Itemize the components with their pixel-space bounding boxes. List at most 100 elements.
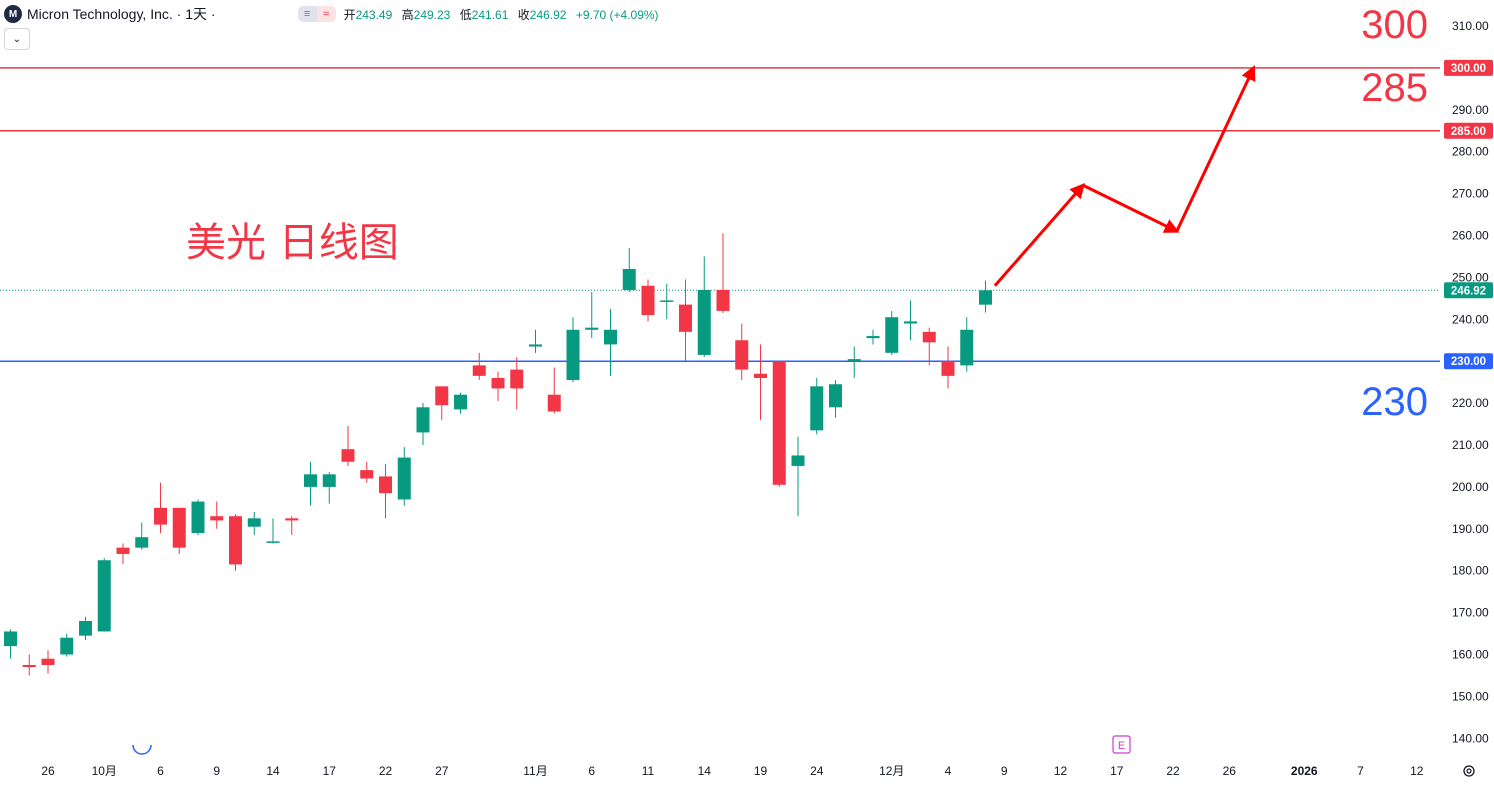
candle — [679, 279, 692, 362]
projection-arrow — [993, 182, 1085, 287]
gear-icon — [1463, 765, 1475, 777]
candle — [641, 279, 655, 322]
candle-body — [735, 340, 749, 370]
close-value: 246.92 — [529, 7, 567, 22]
price-tag: 246.92 — [1444, 282, 1493, 299]
candle — [885, 310, 899, 355]
candle-body — [154, 507, 167, 525]
price-tag-box — [1444, 122, 1493, 139]
x-tick-label: 14 — [266, 764, 280, 778]
y-tick-label: 290.00 — [1452, 103, 1489, 117]
level-label-285: 285 — [1361, 66, 1428, 110]
candle-body — [585, 327, 599, 330]
price-tag-box — [1444, 59, 1493, 76]
candle-body — [566, 329, 580, 381]
y-tick-label: 170.00 — [1452, 606, 1489, 620]
candle-body — [847, 359, 861, 362]
candle-body — [191, 501, 205, 533]
x-tick-label: 12 — [1054, 764, 1068, 778]
candle-body — [285, 518, 299, 521]
wave-icon[interactable]: ≈ — [316, 6, 336, 22]
candle-body — [379, 476, 392, 494]
price-tag: 300.00 — [1444, 59, 1493, 76]
candle-body — [529, 344, 542, 347]
candle-body — [679, 304, 692, 332]
candle-body — [904, 321, 917, 324]
candle — [904, 300, 917, 341]
y-tick-label: 280.00 — [1452, 145, 1489, 159]
candle — [791, 436, 805, 517]
price-tag: 285.00 — [1444, 122, 1493, 139]
candle — [810, 377, 824, 435]
candle — [22, 654, 36, 676]
candle-body — [116, 547, 130, 554]
close-label: 收 — [517, 7, 530, 22]
candle-body — [622, 269, 636, 290]
open-value: 243.49 — [355, 7, 393, 22]
candle-body — [754, 373, 767, 378]
y-tick-label: 210.00 — [1452, 438, 1489, 452]
x-tick-label: 26 — [41, 764, 55, 778]
candle — [79, 616, 92, 640]
candle — [435, 386, 449, 420]
high-label: 高 — [401, 7, 414, 22]
candle-body — [41, 658, 55, 665]
price-tag-label: 246.92 — [1451, 285, 1486, 297]
candle — [754, 344, 767, 420]
y-tick-label: 180.00 — [1452, 564, 1489, 578]
x-tick-label: 11 — [642, 764, 655, 778]
candle-body — [922, 331, 936, 343]
earnings-letter: E — [1118, 740, 1125, 752]
candle — [510, 357, 524, 410]
candle — [660, 283, 674, 320]
candle — [379, 463, 392, 519]
candle — [529, 329, 542, 353]
candle — [847, 346, 861, 378]
candle — [322, 472, 336, 504]
x-tick-label: 26 — [1223, 764, 1237, 778]
candle — [229, 514, 242, 571]
candle — [247, 512, 261, 536]
earnings-marker: E — [1112, 735, 1131, 754]
candle-body — [454, 394, 467, 410]
collapse-chevron-button[interactable]: ⌄ — [4, 28, 30, 50]
y-tick-label: 160.00 — [1452, 648, 1489, 662]
price-tag-box — [1444, 282, 1493, 299]
candle-body — [22, 664, 36, 668]
candle-body — [79, 620, 92, 636]
candle — [566, 317, 580, 383]
indicator-toggle[interactable]: ≡ ≈ — [297, 6, 336, 22]
price-tag-label: 230.00 — [1451, 356, 1486, 368]
candle — [585, 292, 599, 339]
candle-body — [697, 289, 711, 355]
candle — [772, 361, 786, 487]
x-tick-label: 6 — [157, 764, 164, 778]
menu-lines-icon[interactable]: ≡ — [297, 6, 317, 22]
candle-body — [322, 474, 336, 487]
x-tick-label: 19 — [754, 764, 768, 778]
candle-body — [829, 384, 842, 408]
candle — [97, 558, 111, 632]
candle — [622, 248, 636, 293]
y-tick-label: 190.00 — [1452, 522, 1489, 536]
symbol-title[interactable]: Micron Technology, Inc. · 1天 · — [27, 6, 216, 22]
low-label: 低 — [459, 7, 472, 22]
y-tick-label: 220.00 — [1452, 396, 1489, 410]
candle-body — [660, 300, 674, 302]
chart-header: M Micron Technology, Inc. · 1天 · ≡ ≈ 开24… — [0, 4, 665, 24]
y-tick-label: 200.00 — [1452, 480, 1489, 494]
candle-body — [491, 377, 505, 389]
candle — [491, 371, 505, 402]
x-tick-label: 4 — [945, 764, 952, 778]
candle-body — [547, 394, 561, 412]
candle — [304, 461, 317, 506]
candle-body — [397, 457, 411, 500]
x-tick-label: 11月 — [523, 764, 547, 778]
candle — [341, 426, 355, 466]
candle — [454, 392, 467, 414]
open-label: 开 — [343, 7, 356, 22]
candle — [60, 633, 74, 657]
candle-body — [885, 317, 899, 353]
candle — [154, 482, 167, 533]
